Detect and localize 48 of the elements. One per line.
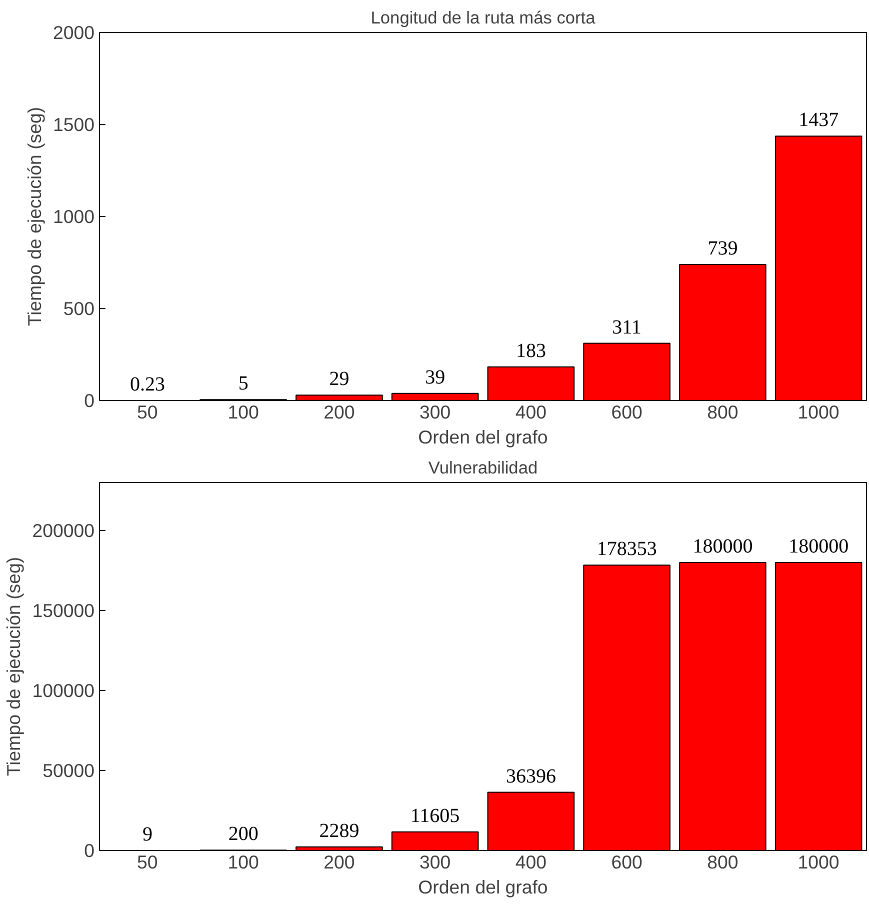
- data-label: 739: [708, 238, 738, 260]
- data-label: 39: [425, 366, 446, 388]
- x-tick-label: 50: [137, 852, 158, 872]
- data-label: 180000: [788, 536, 849, 558]
- data-label: 180000: [692, 536, 753, 558]
- data-label: 183: [516, 340, 546, 362]
- y-tick-label: 2000: [52, 22, 95, 43]
- data-label: 9: [142, 823, 152, 846]
- x-tick-label: 50: [137, 402, 158, 422]
- x-tick-label: 400: [515, 402, 547, 422]
- x-tick-label: 800: [707, 402, 738, 422]
- x-axis-title: Orden del grafo: [418, 876, 548, 898]
- y-axis-title: Tiempo de ejecución (seg): [24, 106, 45, 326]
- x-tick-label: 100: [228, 402, 259, 422]
- x-tick-label: 300: [420, 402, 451, 422]
- y-tick-label: 1000: [52, 206, 95, 227]
- data-label: 11605: [410, 804, 460, 827]
- chart-title: Vulnerabilidad: [428, 458, 538, 478]
- y-tick-label: 100000: [32, 680, 95, 701]
- chart-title: Longitud de la ruta más corta: [370, 8, 596, 28]
- data-label: 29: [329, 368, 350, 390]
- x-tick-label: 800: [707, 852, 738, 872]
- y-tick-label: 50000: [42, 760, 95, 781]
- x-axis-title: Orden del grafo: [418, 426, 548, 448]
- y-tick-label: 1500: [52, 114, 95, 135]
- x-tick-label: 1000: [798, 402, 840, 422]
- y-tick-label: 200000: [32, 520, 95, 541]
- y-tick-label: 0: [84, 390, 95, 411]
- x-tick-label: 200: [324, 852, 355, 872]
- data-label: 0.23: [130, 373, 165, 396]
- y-axis-title: Tiempo de ejecución (seg): [3, 556, 24, 776]
- x-tick-label: 400: [515, 852, 547, 872]
- x-tick-label: 200: [324, 402, 355, 422]
- x-tick-label: 300: [420, 852, 451, 872]
- x-tick-label: 600: [611, 402, 642, 422]
- data-label: 2289: [319, 820, 360, 842]
- y-tick-label: 0: [84, 840, 95, 861]
- y-tick-label: 150000: [32, 600, 95, 621]
- x-tick-label: 600: [611, 852, 642, 872]
- data-label: 200: [228, 823, 258, 846]
- data-label: 178353: [596, 538, 657, 560]
- x-tick-label: 100: [228, 852, 259, 872]
- data-label: 36396: [506, 765, 556, 788]
- y-tick-label: 500: [63, 298, 95, 319]
- data-label: 5: [238, 372, 248, 395]
- data-label: 311: [612, 316, 642, 338]
- data-label: 1437: [798, 109, 839, 132]
- x-tick-label: 1000: [798, 852, 840, 872]
